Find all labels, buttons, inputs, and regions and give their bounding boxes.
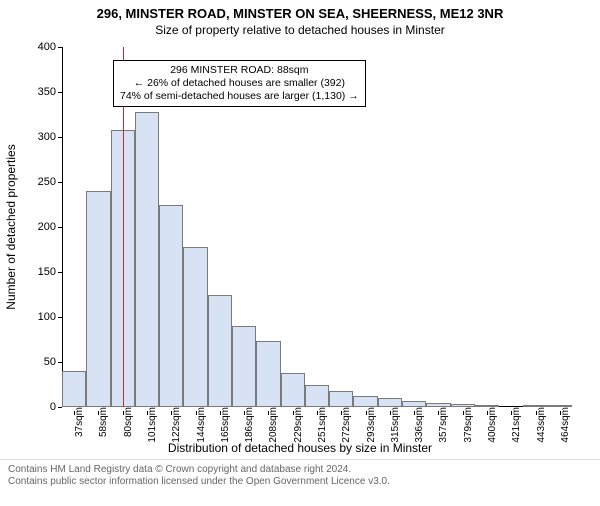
histogram-bar bbox=[281, 373, 305, 407]
x-tick-mark bbox=[414, 411, 415, 415]
x-tick-mark bbox=[123, 411, 124, 415]
y-tick-label: 350 bbox=[16, 86, 62, 98]
x-tick-mark bbox=[317, 411, 318, 415]
histogram-bar bbox=[208, 295, 232, 408]
x-tick-mark bbox=[244, 411, 245, 415]
y-tick-mark bbox=[58, 92, 62, 93]
y-tick-label: 150 bbox=[16, 266, 62, 278]
y-tick-label: 200 bbox=[16, 221, 62, 233]
chart-container: Number of detached properties 0501001502… bbox=[0, 37, 600, 457]
x-tick-mark bbox=[220, 411, 221, 415]
annotation-box: 296 MINSTER ROAD: 88sqm← 26% of detached… bbox=[113, 60, 366, 107]
y-tick-mark bbox=[58, 362, 62, 363]
histogram-bar bbox=[183, 247, 207, 407]
y-tick-label: 100 bbox=[16, 311, 62, 323]
x-tick-mark bbox=[487, 411, 488, 415]
x-tick-mark bbox=[341, 411, 342, 415]
histogram-bar bbox=[232, 326, 256, 407]
y-tick-label: 400 bbox=[16, 41, 62, 53]
y-tick-label: 50 bbox=[16, 356, 62, 368]
annotation-line: ← 26% of detached houses are smaller (39… bbox=[120, 77, 359, 90]
y-tick-label: 250 bbox=[16, 176, 62, 188]
x-tick-mark bbox=[536, 411, 537, 415]
x-tick-mark bbox=[293, 411, 294, 415]
histogram-bar bbox=[329, 391, 353, 407]
y-tick-mark bbox=[58, 272, 62, 273]
chart-title-main: 296, MINSTER ROAD, MINSTER ON SEA, SHEER… bbox=[0, 6, 600, 21]
x-tick-mark bbox=[196, 411, 197, 415]
chart-title-sub: Size of property relative to detached ho… bbox=[0, 23, 600, 37]
y-tick-mark bbox=[58, 137, 62, 138]
y-tick-mark bbox=[58, 227, 62, 228]
plot-area: 05010015020025030035040037sqm58sqm80sqm1… bbox=[62, 47, 572, 407]
histogram-bar bbox=[62, 371, 86, 407]
footer-attribution: Contains HM Land Registry data © Crown c… bbox=[0, 459, 600, 488]
histogram-bar bbox=[256, 341, 280, 407]
x-axis-label: Distribution of detached houses by size … bbox=[0, 441, 600, 455]
x-tick-mark bbox=[560, 411, 561, 415]
annotation-line: 74% of semi-detached houses are larger (… bbox=[120, 90, 359, 103]
x-tick-mark bbox=[463, 411, 464, 415]
footer-line1: Contains HM Land Registry data © Crown c… bbox=[8, 464, 592, 476]
y-tick-mark bbox=[58, 47, 62, 48]
y-tick-mark bbox=[58, 182, 62, 183]
histogram-bar bbox=[378, 398, 402, 407]
x-tick-mark bbox=[74, 411, 75, 415]
x-tick-mark bbox=[438, 411, 439, 415]
x-tick-mark bbox=[390, 411, 391, 415]
y-tick-mark bbox=[58, 317, 62, 318]
y-tick-label: 300 bbox=[16, 131, 62, 143]
x-tick-mark bbox=[171, 411, 172, 415]
histogram-bar bbox=[305, 385, 329, 407]
y-tick-mark bbox=[58, 407, 62, 408]
x-tick-mark bbox=[268, 411, 269, 415]
histogram-bar bbox=[135, 112, 159, 407]
footer-line2: Contains public sector information licen… bbox=[8, 476, 592, 488]
histogram-bar bbox=[353, 396, 377, 407]
x-tick-mark bbox=[98, 411, 99, 415]
histogram-bar bbox=[86, 191, 110, 407]
annotation-line: 296 MINSTER ROAD: 88sqm bbox=[120, 64, 359, 77]
x-tick-mark bbox=[511, 411, 512, 415]
y-tick-label: 0 bbox=[16, 401, 62, 413]
x-tick-mark bbox=[147, 411, 148, 415]
histogram-bar bbox=[159, 205, 183, 408]
x-tick-mark bbox=[366, 411, 367, 415]
y-axis-line bbox=[62, 47, 63, 407]
